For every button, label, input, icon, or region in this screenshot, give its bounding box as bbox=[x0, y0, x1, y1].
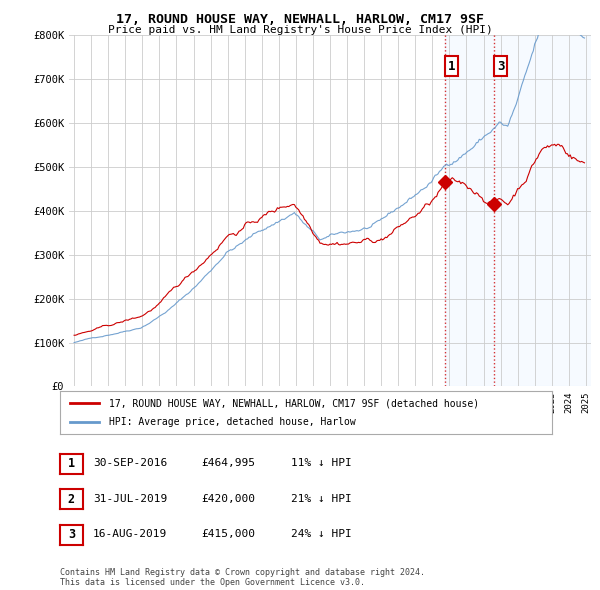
Bar bbox=[445, 35, 600, 386]
Text: 1: 1 bbox=[448, 60, 455, 73]
Text: Contains HM Land Registry data © Crown copyright and database right 2024.
This d: Contains HM Land Registry data © Crown c… bbox=[60, 568, 425, 587]
Text: Price paid vs. HM Land Registry's House Price Index (HPI): Price paid vs. HM Land Registry's House … bbox=[107, 25, 493, 35]
Text: 2: 2 bbox=[68, 493, 75, 506]
Text: 16-AUG-2019: 16-AUG-2019 bbox=[93, 529, 167, 539]
Text: HPI: Average price, detached house, Harlow: HPI: Average price, detached house, Harl… bbox=[109, 417, 356, 427]
Text: £464,995: £464,995 bbox=[201, 458, 255, 468]
Text: 17, ROUND HOUSE WAY, NEWHALL, HARLOW, CM17 9SF (detached house): 17, ROUND HOUSE WAY, NEWHALL, HARLOW, CM… bbox=[109, 398, 479, 408]
Text: 1: 1 bbox=[68, 457, 75, 470]
Text: 30-SEP-2016: 30-SEP-2016 bbox=[93, 458, 167, 468]
Text: 17, ROUND HOUSE WAY, NEWHALL, HARLOW, CM17 9SF: 17, ROUND HOUSE WAY, NEWHALL, HARLOW, CM… bbox=[116, 13, 484, 26]
Text: £420,000: £420,000 bbox=[201, 494, 255, 503]
Text: 3: 3 bbox=[68, 528, 75, 541]
Text: £415,000: £415,000 bbox=[201, 529, 255, 539]
Text: 3: 3 bbox=[497, 60, 504, 73]
Text: 31-JUL-2019: 31-JUL-2019 bbox=[93, 494, 167, 503]
Text: 24% ↓ HPI: 24% ↓ HPI bbox=[291, 529, 352, 539]
Text: 11% ↓ HPI: 11% ↓ HPI bbox=[291, 458, 352, 468]
Text: 21% ↓ HPI: 21% ↓ HPI bbox=[291, 494, 352, 503]
